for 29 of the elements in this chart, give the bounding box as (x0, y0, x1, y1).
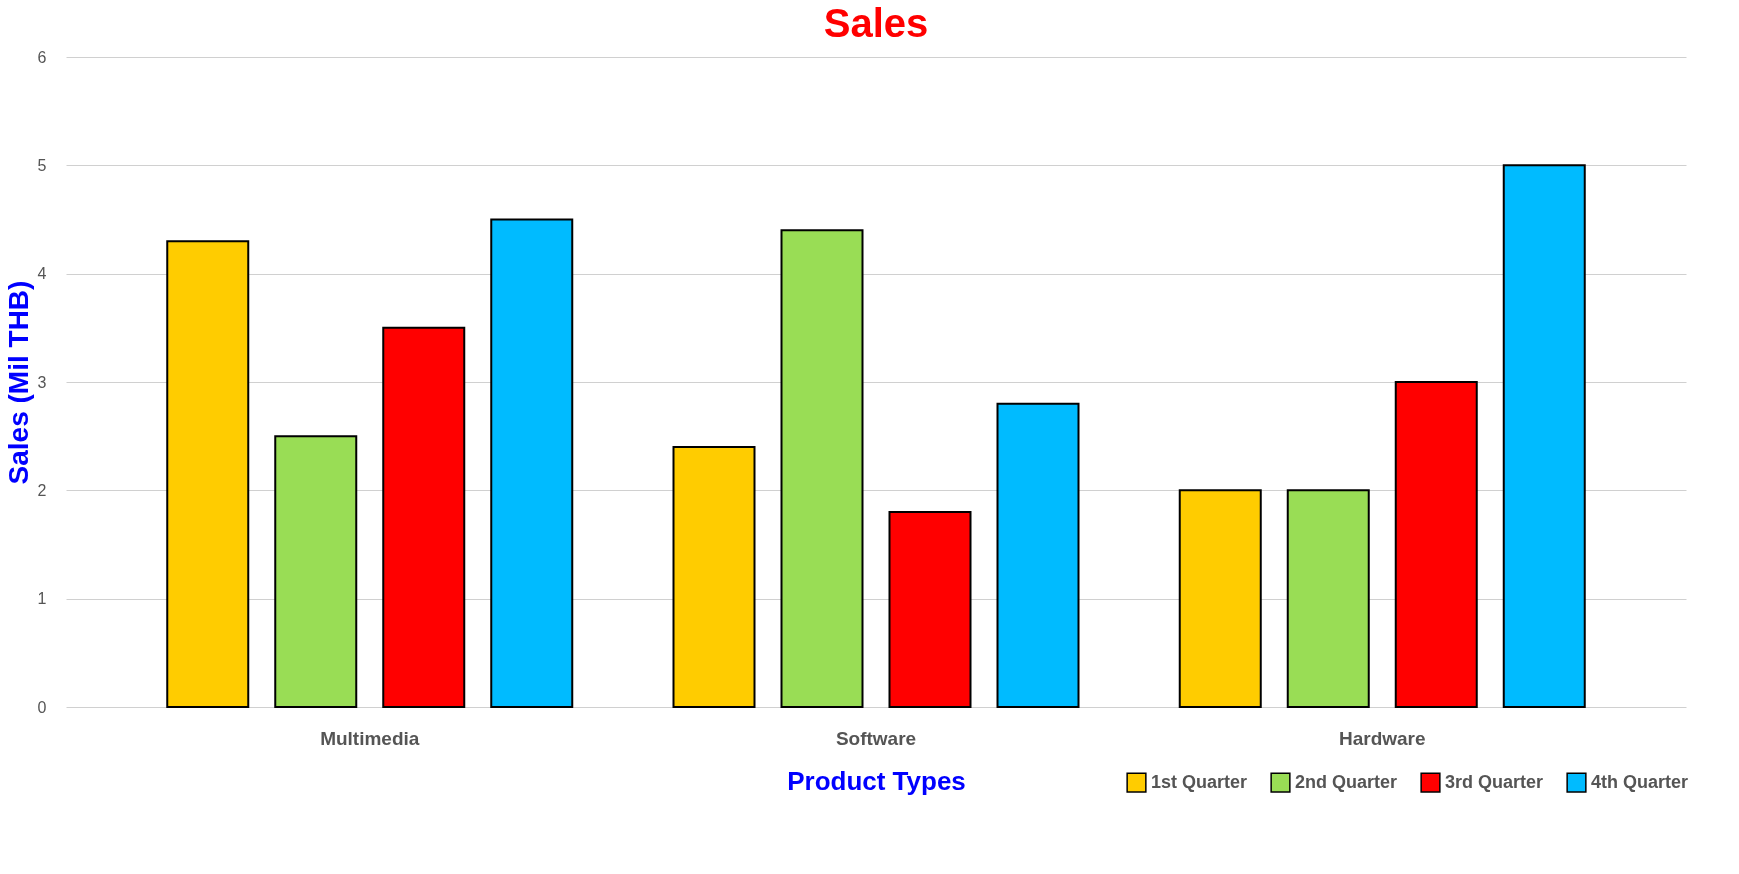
y-tick-label: 5 (37, 156, 47, 174)
bar (166, 240, 250, 708)
legend-label: 2nd Quarter (1295, 771, 1398, 792)
x-axis-title: Product Types (787, 765, 966, 796)
y-tick-label: 0 (37, 698, 47, 716)
chart-title: Sales (823, 1, 929, 45)
y-tick-label: 4 (37, 265, 47, 283)
bar (780, 229, 864, 708)
x-tick-label: Software (835, 727, 917, 749)
bar (274, 435, 358, 708)
bar (996, 402, 1080, 708)
bar (1178, 489, 1262, 708)
y-tick-label: 1 (37, 590, 47, 608)
bar (1394, 381, 1478, 708)
legend-label: 1st Quarter (1151, 771, 1248, 792)
x-tick-label: Multimedia (320, 727, 420, 749)
bar (490, 218, 574, 708)
y-tick-label: 2 (37, 481, 47, 499)
bar (1502, 164, 1586, 708)
x-tick-label: Hardware (1338, 727, 1426, 749)
bar (382, 326, 466, 708)
y-tick-label: 3 (37, 373, 47, 391)
y-axis-title: Sales (Mil THB) (2, 280, 34, 485)
legend-label: 4th Quarter (1591, 771, 1689, 792)
bar (1286, 489, 1370, 708)
legend-label: 3rd Quarter (1445, 771, 1544, 792)
bar (888, 511, 972, 708)
bar (672, 446, 756, 708)
y-tick-label: 6 (37, 48, 47, 66)
